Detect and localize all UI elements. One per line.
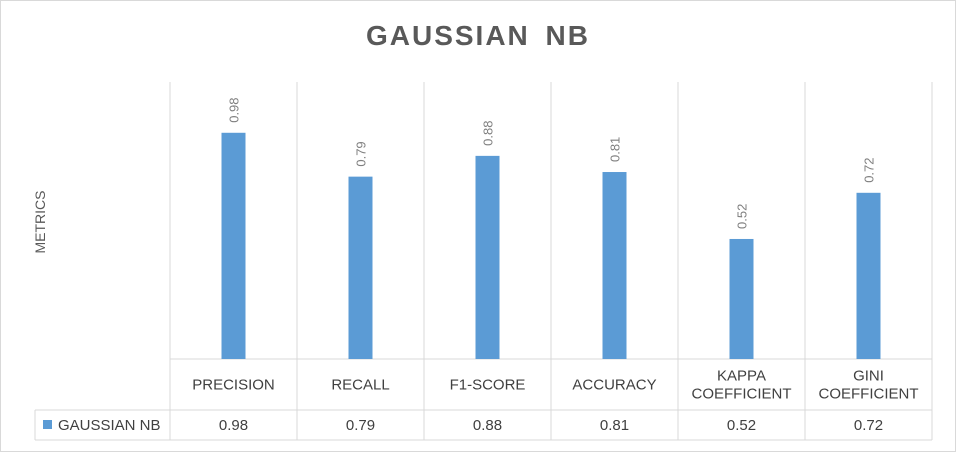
data-table-value: 0.52 <box>727 417 756 434</box>
x-tick-label: COEFFICIENT <box>819 386 919 403</box>
bar-gini-coefficient <box>856 192 881 359</box>
legend-swatch <box>43 420 52 429</box>
data-table-value: 0.72 <box>854 417 883 434</box>
x-tick-label: PRECISION <box>192 377 275 394</box>
data-label: 0.81 <box>608 137 623 162</box>
data-label: 0.88 <box>481 121 496 146</box>
data-table-value: 0.88 <box>473 417 502 434</box>
data-table-value: 0.81 <box>600 417 629 434</box>
x-tick-label: ACCURACY <box>572 377 656 394</box>
bar-precision <box>221 132 246 359</box>
data-label: 0.72 <box>862 157 877 182</box>
data-table-value: 0.98 <box>219 417 248 434</box>
data-table-value: 0.79 <box>346 417 375 434</box>
x-tick-label: F1-SCORE <box>450 377 526 394</box>
bar-accuracy <box>602 172 627 359</box>
bar-f1-score <box>475 155 500 359</box>
x-tick-label: GINI <box>853 368 884 385</box>
x-tick-label: COEFFICIENT <box>692 386 792 403</box>
legend-series-name: GAUSSIAN NB <box>58 417 161 434</box>
bar-kappa-coefficient <box>729 238 754 359</box>
data-label: 0.52 <box>735 204 750 229</box>
data-label: 0.79 <box>354 141 369 166</box>
chart-title: GAUSSIAN NB <box>365 20 590 51</box>
bar-recall <box>348 176 373 359</box>
x-tick-label: KAPPA <box>717 368 766 385</box>
x-tick-label: RECALL <box>331 377 389 394</box>
data-label: 0.98 <box>227 97 242 122</box>
